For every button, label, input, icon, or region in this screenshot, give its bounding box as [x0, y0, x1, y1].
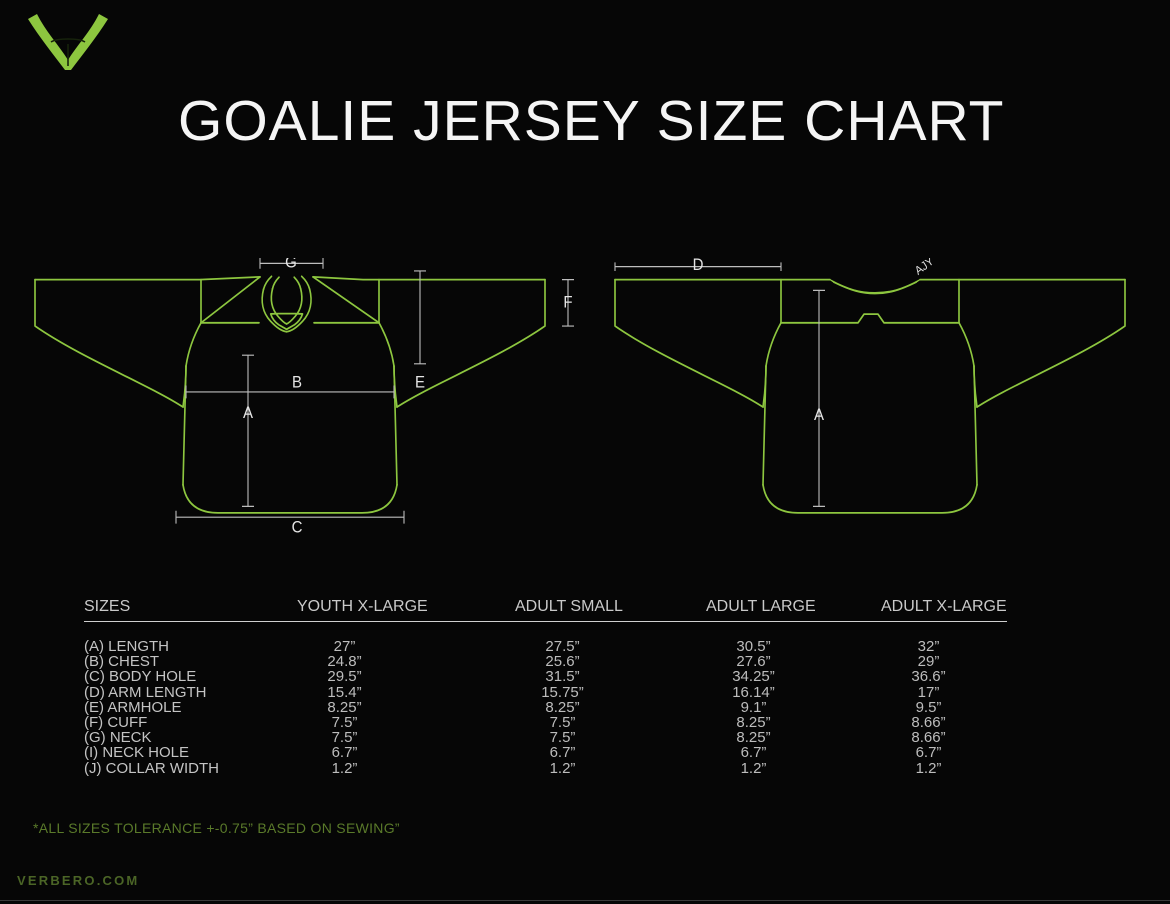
svg-text:AJY: AJY: [913, 258, 936, 278]
svg-text:G: G: [285, 258, 297, 272]
svg-text:A: A: [814, 407, 825, 425]
svg-text:B: B: [292, 374, 302, 392]
svg-text:C: C: [292, 519, 303, 537]
svg-text:E: E: [415, 374, 425, 392]
svg-text:A: A: [243, 404, 254, 422]
svg-text:F: F: [563, 294, 572, 312]
svg-text:D: D: [693, 258, 704, 274]
